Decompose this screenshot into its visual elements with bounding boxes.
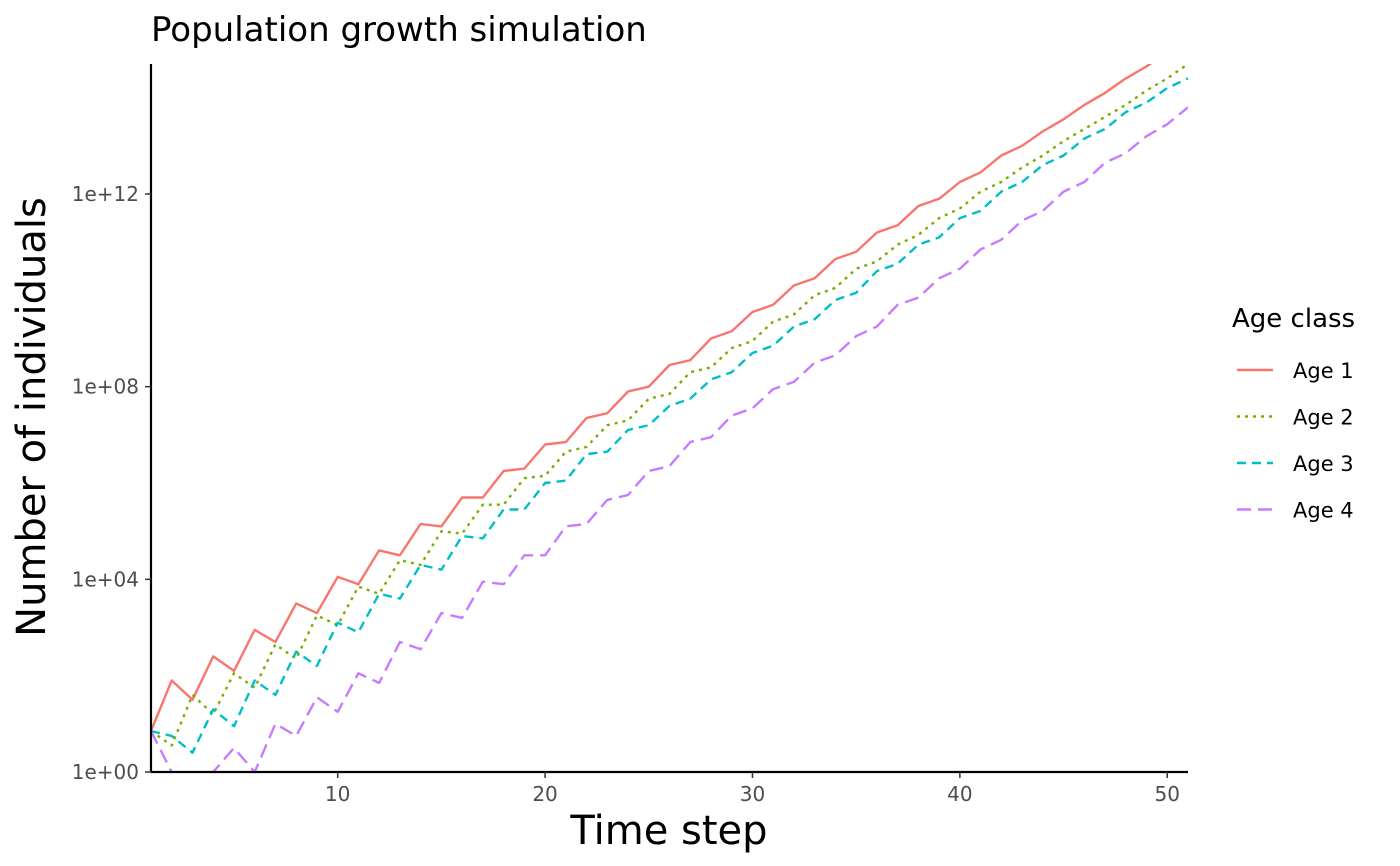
series-line-1 (151, 64, 1153, 732)
y-tick-label: 1e+04 (72, 567, 139, 591)
x-tick-label: 50 (1155, 782, 1180, 806)
series-line-2 (151, 64, 1188, 747)
legend-title: Age class (1232, 304, 1355, 334)
x-tick-label: 30 (740, 782, 765, 806)
axes (149, 64, 1188, 774)
legend-label-3: Age 3 (1293, 452, 1354, 476)
legend-label-2: Age 2 (1293, 406, 1354, 430)
x-tick-label: 10 (325, 782, 350, 806)
x-tick-label: 40 (947, 782, 972, 806)
x-tick-label: 20 (532, 782, 557, 806)
x-axis-title: Time step (569, 808, 767, 854)
y-tick-label: 1e+08 (72, 375, 139, 399)
legend: Age class Age 1 Age 2 Age 3 Age 4 (1232, 304, 1355, 523)
y-tick-label: 1e+12 (72, 182, 139, 206)
legend-label-4: Age 4 (1293, 499, 1354, 523)
y-axis-title: Number of individuals (9, 197, 55, 637)
legend-label-1: Age 1 (1293, 359, 1354, 383)
plot-lines (151, 64, 1188, 772)
y-tick-label: 1e+00 (72, 760, 139, 784)
series-line-4 (151, 106, 1188, 772)
series-line-3 (151, 77, 1188, 754)
x-ticks: 10 20 30 40 50 (325, 772, 1180, 806)
y-ticks: 1e+00 1e+04 1e+08 1e+12 (72, 182, 151, 784)
chart-title: Population growth simulation (151, 10, 647, 50)
